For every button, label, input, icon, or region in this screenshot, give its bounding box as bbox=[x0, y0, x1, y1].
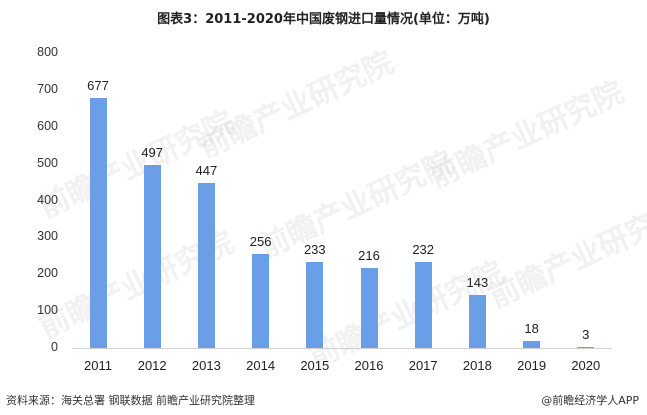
chart-title: 图表3：2011-2020年中国废钢进口量情况(单位：万吨) bbox=[157, 12, 490, 27]
y-tick-label: 800 bbox=[37, 45, 58, 59]
y-tick-label: 300 bbox=[37, 229, 58, 244]
x-tick-label: 2011 bbox=[84, 358, 112, 373]
y-tick-label: 400 bbox=[37, 192, 58, 207]
data-label: 232 bbox=[412, 242, 435, 258]
credit-note: @前瞻经济学人APP bbox=[541, 394, 639, 407]
x-tick-label: 2012 bbox=[137, 358, 167, 373]
data-label: 3 bbox=[582, 326, 590, 342]
y-tick-label: 0 bbox=[51, 340, 58, 354]
x-tick-label: 2016 bbox=[354, 358, 384, 373]
data-label: 18 bbox=[524, 321, 539, 337]
x-tick-label: 2019 bbox=[517, 358, 547, 373]
bar-2017 bbox=[414, 262, 432, 348]
data-label: 677 bbox=[87, 78, 109, 94]
data-label: 447 bbox=[195, 163, 218, 179]
x-tick-label: 2015 bbox=[300, 358, 330, 373]
y-tick-label: 100 bbox=[37, 303, 58, 318]
bar-2014 bbox=[252, 253, 270, 348]
bar-2011 bbox=[89, 98, 107, 348]
data-label: 233 bbox=[303, 242, 326, 258]
source-note: 资料来源：海关总署 钢联数据 前瞻产业研究院整理 bbox=[6, 394, 255, 407]
bar-2019 bbox=[523, 341, 541, 348]
bar-2012 bbox=[143, 164, 161, 348]
x-tick-label: 2013 bbox=[191, 358, 221, 373]
watermark: 前瞻产业研究院 bbox=[193, 44, 400, 166]
data-label: 216 bbox=[358, 248, 380, 264]
bar-2016 bbox=[360, 268, 378, 348]
bar-2015 bbox=[306, 262, 324, 348]
data-label: 256 bbox=[249, 233, 272, 249]
x-tick-label: 2017 bbox=[408, 358, 438, 373]
watermark: 前瞻产业研究院 bbox=[423, 74, 630, 196]
data-label: 497 bbox=[141, 144, 164, 160]
y-tick-label: 500 bbox=[37, 155, 58, 170]
y-tick-label: 200 bbox=[37, 266, 58, 281]
x-axis-line bbox=[72, 348, 612, 349]
bar-2018 bbox=[468, 295, 486, 348]
watermark: 前瞻产业研究院 bbox=[483, 194, 647, 316]
y-tick-label: 700 bbox=[37, 81, 58, 96]
x-tick-label: 2020 bbox=[571, 358, 601, 373]
bar-2020 bbox=[577, 346, 595, 348]
y-tick-label: 600 bbox=[37, 118, 58, 133]
data-label: 143 bbox=[466, 275, 489, 291]
bar-2013 bbox=[197, 183, 215, 348]
x-tick-label: 2014 bbox=[246, 358, 276, 373]
x-tick-label: 2018 bbox=[462, 358, 492, 373]
